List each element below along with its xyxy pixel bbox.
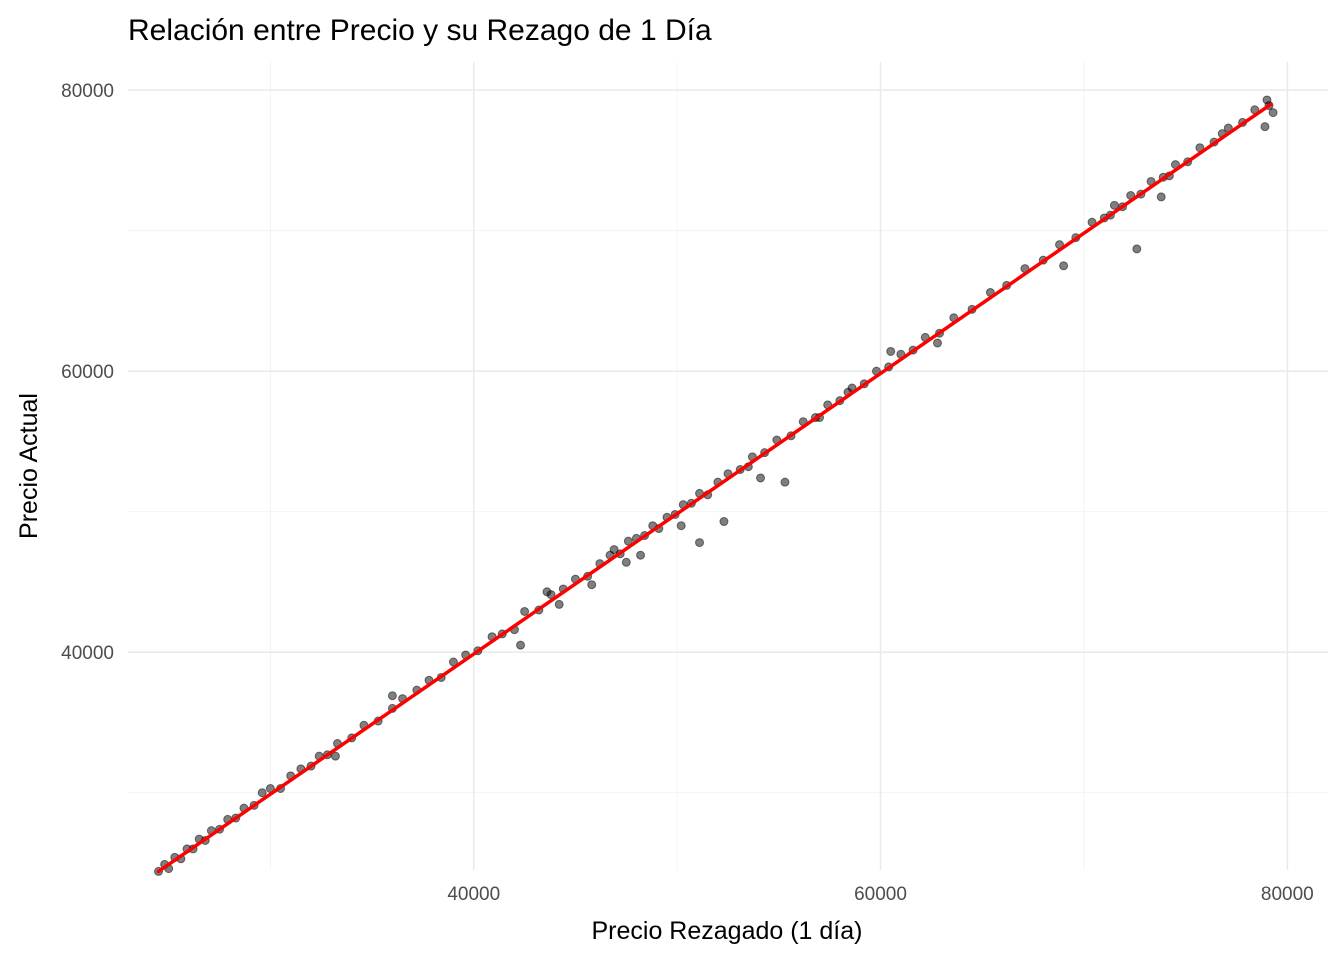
data-point: [330, 751, 340, 761]
x-axis-title: Precio Rezagado (1 día): [592, 917, 863, 945]
data-point: [516, 640, 526, 650]
y-tick-label: 40000: [61, 643, 114, 664]
data-point: [1268, 108, 1278, 118]
data-point: [257, 788, 267, 798]
data-point: [1132, 244, 1142, 254]
data-point: [1059, 261, 1069, 271]
data-point: [1156, 192, 1166, 202]
data-point: [1262, 95, 1272, 105]
data-point: [756, 473, 766, 483]
x-axis-tick-labels: 40000 60000 80000: [447, 884, 1313, 905]
chart-title: Relación entre Precio y su Rezago de 1 D…: [128, 14, 712, 47]
x-tick-label: 80000: [1261, 884, 1314, 905]
y-tick-label: 60000: [61, 362, 114, 383]
data-point: [623, 536, 633, 546]
data-point: [554, 599, 564, 609]
x-tick-label: 60000: [854, 884, 907, 905]
data-point: [1260, 122, 1270, 132]
major-gridlines: [128, 62, 1328, 870]
data-point: [587, 580, 597, 590]
data-point: [621, 557, 631, 567]
data-point: [609, 545, 619, 555]
x-tick-label: 40000: [447, 884, 500, 905]
fit-line: [156, 102, 1273, 874]
y-tick-label: 80000: [61, 81, 114, 102]
data-point: [676, 521, 686, 531]
data-point: [719, 517, 729, 527]
data-point: [520, 606, 530, 616]
data-point: [542, 587, 552, 597]
fit-line-group: [156, 102, 1273, 874]
data-point: [636, 550, 646, 560]
data-point: [695, 538, 705, 548]
y-axis-title: Precio Actual: [15, 393, 43, 539]
y-axis-tick-labels: 40000 60000 80000: [61, 81, 114, 664]
data-point: [886, 346, 896, 356]
data-point: [780, 477, 790, 487]
data-point: [387, 691, 397, 701]
data-point: [932, 338, 942, 348]
minor-gridlines: [128, 62, 1328, 870]
